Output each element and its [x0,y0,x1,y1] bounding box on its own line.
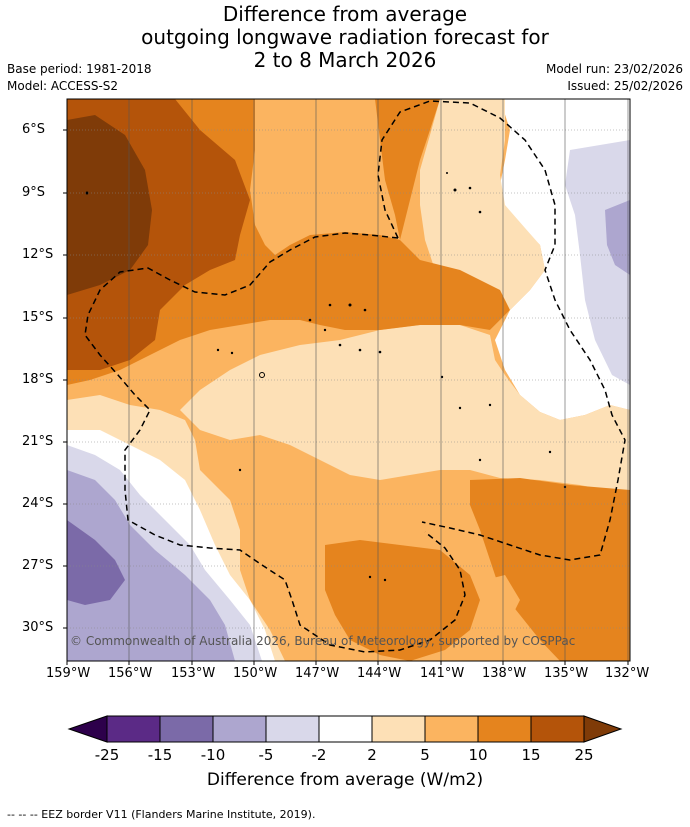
lon-label: 159°W [46,666,91,681]
colorbar-segment [478,716,531,742]
lon-label: 141°W [420,666,465,681]
contour-over-25 [67,115,152,295]
lon-label: 138°W [482,666,527,681]
colorbar [67,715,623,743]
colorbar-tick-label: 5 [420,746,430,764]
lat-label: 18°S [22,372,54,387]
contour-5-10-inner [250,99,400,255]
colorbar-segment [266,716,319,742]
graticule [67,129,630,629]
lat-label: 24°S [22,496,54,511]
colorbar-tick-label: -25 [94,746,120,764]
colorbar-segment [160,716,213,742]
lat-label: 27°S [22,558,54,573]
contour-neg15-neg10-west [67,520,125,605]
colorbar-tick-label: -10 [200,746,226,764]
colorbar-title: Difference from average (W/m2) [206,770,484,790]
base-period-label: Base period: 1981-2018 [7,62,152,76]
colorbar-tick-label: 15 [521,746,541,764]
lat-label: 9°S [22,185,46,200]
chart-title-line1: Difference from average [222,2,468,26]
chart-title-line3: 2 to 8 March 2026 [253,48,437,72]
islands [85,172,567,582]
contour-neg10-neg5-east [605,200,630,275]
colorbar-tick-label: -2 [311,746,327,764]
lat-label: 21°S [22,434,54,449]
lon-label: 147°W [295,666,340,681]
map-contours [67,99,630,661]
eez-legend: -- -- -- EEZ border V11 (Flanders Marine… [7,808,316,821]
colorbar-segment [531,716,584,742]
axis-ticks [63,129,629,665]
contour-5-10-pocket [485,575,520,620]
colorbar-tick-label: 25 [574,746,594,764]
lon-label: 150°W [233,666,278,681]
eez-borders [84,100,626,653]
lon-label: 132°W [605,666,650,681]
lon-label: 156°W [108,666,153,681]
lat-label: 6°S [22,122,46,137]
model-label: Model: ACCESS-S2 [7,79,119,93]
colorbar-frame [106,715,585,743]
contour-neg5-neg2-east [565,140,630,385]
contour-neg10-neg5-west [67,470,235,661]
colorbar-segment [319,716,372,742]
lat-label: 12°S [22,247,54,262]
colorbar-tick-label: 10 [468,746,488,764]
copyright-credit: © Commonwealth of Australia 2026, Bureau… [70,634,576,648]
colorbar-segment [372,716,425,742]
model-run-label: Model run: 23/02/2026 [545,62,683,76]
lat-label: 30°S [22,620,54,635]
colorbar-segment [425,716,478,742]
lon-label: 135°W [544,666,589,681]
colorbar-extend-high [583,715,623,743]
meridians [128,99,629,661]
lon-label: 153°W [171,666,216,681]
contour-2-5-central [180,325,630,495]
colorbar-extend-low [67,715,108,743]
colorbar-tick-label: -5 [258,746,274,764]
colorbar-tick-label: -15 [147,746,173,764]
colorbar-segment [107,716,160,742]
lat-label: 15°S [22,310,54,325]
colorbar-tick-label: 2 [367,746,377,764]
contour-10-15-southeast [470,478,630,661]
colorbar-segment [213,716,266,742]
lon-label: 144°W [357,666,402,681]
issued-label: Issued: 25/02/2026 [567,79,683,93]
chart-title-line2: outgoing longwave radiation forecast for [141,25,549,49]
